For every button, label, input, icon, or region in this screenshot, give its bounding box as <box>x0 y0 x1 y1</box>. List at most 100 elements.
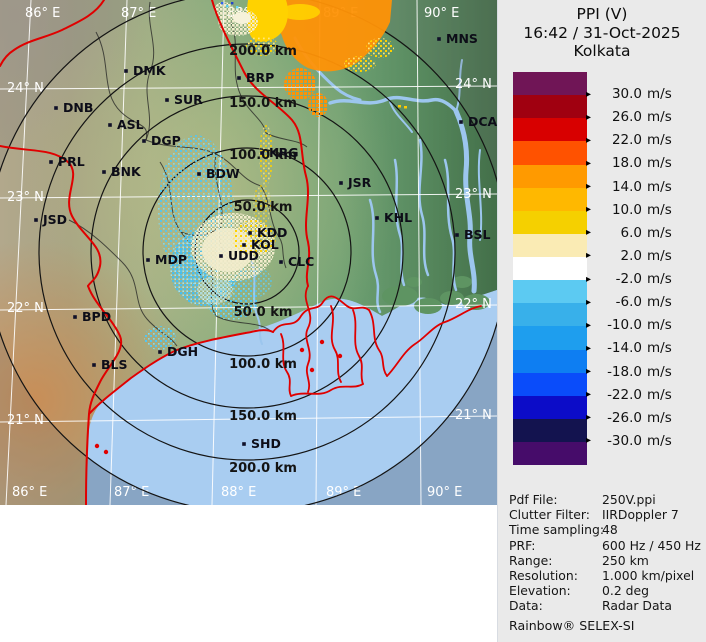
station-dot <box>102 170 106 174</box>
station-dot <box>242 442 246 446</box>
legend-color-band <box>513 280 587 304</box>
legend-tick: ▸ -2.0 m/s <box>586 271 672 287</box>
station-label: CLC <box>288 254 314 269</box>
latitude-label-left: 22° N <box>7 301 44 316</box>
station-label: BDW <box>206 166 240 181</box>
legend-color-band <box>513 118 587 142</box>
tick-arrow-icon: ▸ <box>586 389 592 401</box>
metadata-value: Radar Data <box>602 598 673 614</box>
tick-unit: m/s <box>647 363 672 380</box>
metadata-row: Pdf File: 250V.ppi <box>509 492 701 507</box>
legend-color-band <box>513 257 587 281</box>
station-dot <box>49 160 53 164</box>
tick-value: 26.0 <box>611 109 642 126</box>
longitude-label-bottom: 86° E <box>12 485 47 500</box>
metadata-value: 0.2 deg <box>602 583 649 599</box>
station-label: JSD <box>42 212 67 227</box>
station-dot <box>459 120 463 124</box>
legend-tick: ▸ -26.0 m/s <box>586 410 672 426</box>
tick-value: -10.0 <box>607 317 642 334</box>
range-ring <box>90 95 404 409</box>
tick-value: 30.0 <box>611 86 642 103</box>
timestamp: 16:42 / 31-Oct-2025 <box>523 23 681 42</box>
tick-value: -6.0 <box>615 294 642 311</box>
tick-unit: m/s <box>647 294 672 311</box>
tick-arrow-icon: ▸ <box>586 111 592 123</box>
latitude-label-right: 21° N <box>455 408 492 423</box>
legend-color-band <box>513 326 587 350</box>
legend-tick: ▸ 6.0 m/s <box>586 225 672 241</box>
station-dot <box>142 139 146 143</box>
metadata-label: Data: <box>509 598 543 614</box>
legend-color-band <box>513 95 587 119</box>
metadata-value: 48 <box>602 522 618 538</box>
metadata-row: Resolution: 1.000 km/pixel <box>509 568 701 583</box>
tick-arrow-icon: ▸ <box>586 366 592 378</box>
legend-tick: ▸ -6.0 m/s <box>586 294 672 310</box>
legend-color-band <box>513 349 587 373</box>
tick-unit: m/s <box>647 178 672 195</box>
tick-value: 6.0 <box>620 225 642 242</box>
legend-color-band <box>513 303 587 327</box>
station-label: KDD <box>257 225 287 240</box>
tick-value: 22.0 <box>611 132 642 149</box>
tick-value: 10.0 <box>611 201 642 218</box>
latitude-label-right: 22° N <box>455 297 492 312</box>
station-label: KRG <box>269 145 299 160</box>
tick-value: -30.0 <box>607 433 642 450</box>
tick-value: 14.0 <box>611 178 642 195</box>
station-dot <box>158 350 162 354</box>
station-label: MNS <box>446 31 478 46</box>
meridian-line <box>315 0 321 506</box>
metadata-row: Data: Radar Data <box>509 598 701 613</box>
meridian-line <box>416 0 422 506</box>
metadata-label: Pdf File: <box>509 492 558 507</box>
longitude-label-bottom: 87° E <box>114 485 149 500</box>
tick-arrow-icon: ▸ <box>586 296 592 308</box>
station-dot <box>260 151 264 155</box>
station-dot <box>248 231 252 235</box>
station-markers: MNS DMK BRP SUR DNB ASL DCA DGP KRG PRL BNK BDW JSR K… <box>34 31 498 451</box>
station-dot <box>108 123 112 127</box>
product-title: PPI (V) <box>576 5 628 23</box>
radar-site-name: Kolkata <box>573 42 631 60</box>
metadata-row: Range: 250 km <box>509 553 701 568</box>
tick-unit: m/s <box>647 433 672 450</box>
legend-color-band <box>513 395 587 419</box>
legend-color-band <box>513 187 587 211</box>
station-label: ASL <box>117 117 144 132</box>
station-dot <box>219 254 223 258</box>
latitude-label-left: 24° N <box>7 81 44 96</box>
legend-tick: ▸ -22.0 m/s <box>586 387 672 403</box>
station-label: KHL <box>384 210 412 225</box>
station-label: MDP <box>155 252 187 267</box>
legend-tick: ▸ 2.0 m/s <box>586 248 672 264</box>
station-label: DGH <box>167 344 198 359</box>
station-dot <box>124 69 128 73</box>
info-panel: PPI (V) 16:42 / 31-Oct-2025 Kolkata ▸ 30.… <box>497 0 706 642</box>
station-label: SUR <box>174 92 203 107</box>
tick-unit: m/s <box>647 271 672 288</box>
station-label: DCA <box>468 114 497 129</box>
parallel-line <box>0 415 498 423</box>
ring-label-south: 200.0 km <box>229 461 297 476</box>
metadata-row: Elevation: 0.2 deg <box>509 583 701 598</box>
tick-unit: m/s <box>647 317 672 334</box>
station-label: BSL <box>464 227 491 242</box>
metadata-label: Resolution: <box>509 568 578 584</box>
radar-map-view: 86° E86° E87° E87° E88° E88° E89° E89° E… <box>0 0 508 513</box>
legend-tick: ▸ -30.0 m/s <box>586 433 672 449</box>
longitude-label-top: 90° E <box>424 6 459 21</box>
tick-value: -2.0 <box>615 271 642 288</box>
tick-arrow-icon: ▸ <box>586 204 592 216</box>
tick-value: 18.0 <box>611 155 642 172</box>
outside-range-dim <box>0 0 507 512</box>
legend-tick: ▸ 26.0 m/s <box>586 109 672 125</box>
station-label: DMK <box>133 63 167 78</box>
tick-unit: m/s <box>647 109 672 126</box>
tick-arrow-icon: ▸ <box>586 227 592 239</box>
metadata-label: Range: <box>509 552 553 568</box>
station-label: BRP <box>246 70 274 85</box>
tick-value: -26.0 <box>607 409 642 426</box>
